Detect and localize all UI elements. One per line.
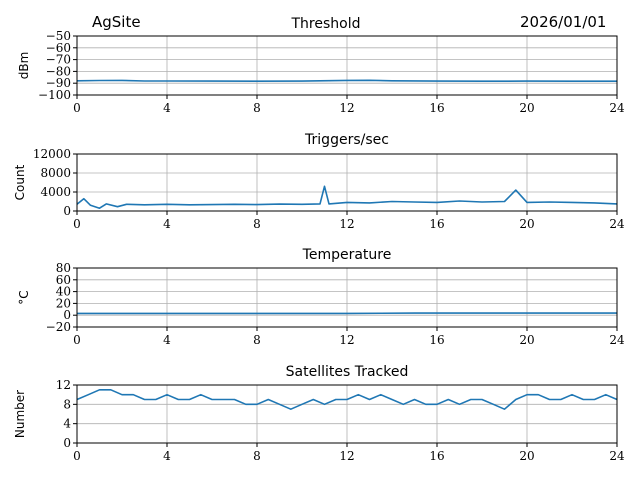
chart-title: Threshold <box>291 16 361 32</box>
series-line <box>76 388 618 411</box>
x-tick-label: 24 <box>609 101 625 115</box>
x-tick-label: 16 <box>429 333 444 347</box>
y-tick-label: 40 <box>56 285 71 299</box>
y-tick-label: 20 <box>56 296 71 310</box>
x-tick-label: 8 <box>253 217 261 231</box>
x-tick-label: 24 <box>609 333 625 347</box>
y-axis-label: Count <box>13 164 27 200</box>
y-tick-label: 8000 <box>40 166 71 180</box>
y-tick-label: −90 <box>46 76 71 90</box>
x-tick-label: 12 <box>339 449 354 463</box>
y-tick-label: 8 <box>63 397 71 411</box>
x-tick-label: 16 <box>429 217 444 231</box>
y-tick-label: 60 <box>56 273 71 287</box>
chart-panel-1: 0 4 8 12 16 20 24 −50−60−70−80−90−100 Threshold d… <box>17 16 625 115</box>
x-tick-label: 0 <box>73 449 81 463</box>
x-tick-label: 12 <box>339 101 354 115</box>
x-tick-label: 4 <box>163 449 171 463</box>
y-axis-label: °C <box>17 290 31 304</box>
chart-panel-4: 0 4 8 12 16 20 24 12 8 4 0 Satellites Tracked Number <box>13 364 625 463</box>
y-tick-label: −80 <box>46 64 71 78</box>
x-tick-label: 20 <box>519 449 534 463</box>
x-tick-label: 8 <box>253 101 261 115</box>
x-tick-label: 8 <box>253 449 261 463</box>
x-tick-label: 12 <box>339 217 354 231</box>
x-tick-label: 4 <box>163 333 171 347</box>
x-tick-label: 20 <box>519 333 534 347</box>
x-tick-label: 20 <box>519 101 534 115</box>
x-tick-label: 8 <box>253 333 261 347</box>
x-tick-label: 0 <box>73 333 81 347</box>
x-tick-label: 16 <box>429 449 444 463</box>
x-tick-label: 12 <box>339 333 354 347</box>
site-name: AgSite <box>92 13 141 31</box>
x-tick-label: 16 <box>429 101 444 115</box>
y-tick-label: 12000 <box>33 147 71 161</box>
y-tick-label: 0 <box>63 204 71 218</box>
y-axis-label: Number <box>13 390 27 438</box>
y-tick-label: 4 <box>63 417 71 431</box>
x-tick-label: 4 <box>163 101 171 115</box>
y-axis-label: dBm <box>17 52 31 80</box>
chart-title: Satellites Tracked <box>286 364 409 380</box>
y-tick-label: −70 <box>46 53 71 67</box>
y-tick-label: 4000 <box>40 185 71 199</box>
header-date: 2026/01/01 <box>520 13 607 31</box>
x-tick-label: 20 <box>519 217 534 231</box>
x-tick-label: 4 <box>163 217 171 231</box>
y-tick-label: −20 <box>46 320 71 334</box>
series-line <box>76 185 618 209</box>
y-tick-label: 0 <box>63 308 71 322</box>
y-tick-label: −50 <box>46 29 71 43</box>
x-tick-label: 24 <box>609 449 625 463</box>
x-tick-label: 24 <box>609 217 625 231</box>
chart-title: Triggers/sec <box>304 132 389 148</box>
y-tick-label: 12 <box>56 378 71 392</box>
y-tick-label: 80 <box>56 261 71 275</box>
x-tick-label: 0 <box>73 217 81 231</box>
series-line <box>76 79 617 82</box>
chart-title: Temperature <box>302 247 392 263</box>
y-tick-label: −100 <box>38 88 71 102</box>
y-tick-label: 0 <box>63 436 71 450</box>
x-tick-label: 0 <box>73 101 81 115</box>
chart-panel-2: 0 4 8 12 16 20 24 12000 8000 4000 0 Triggers/sec Cou… <box>13 132 625 231</box>
y-tick-label: −60 <box>46 41 71 55</box>
